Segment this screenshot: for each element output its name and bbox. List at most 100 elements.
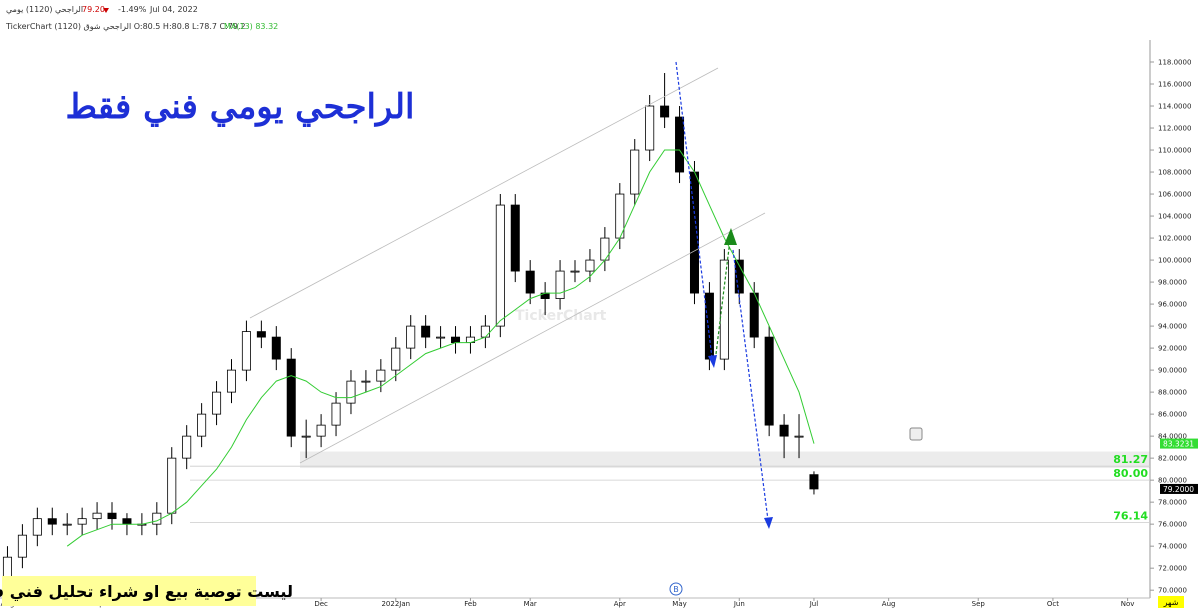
header-change: -1.49% (118, 5, 147, 14)
candle-body (630, 149, 640, 195)
candle-body (660, 105, 670, 118)
candle-body (107, 512, 117, 520)
y-tick-label: 96.0000 (1158, 301, 1187, 309)
candle-body (809, 474, 819, 490)
candle-body (286, 358, 296, 437)
y-tick-label: 70.0000 (1158, 587, 1187, 595)
header-symbol: الراجحي (1120) يومي (6, 5, 83, 14)
y-tick-label: 108.0000 (1158, 169, 1191, 177)
candle-body (256, 331, 266, 338)
y-tick-label: 88.0000 (1158, 389, 1187, 397)
disclaimer-box (2, 576, 256, 606)
candle-body (391, 347, 401, 371)
y-tick-label: 98.0000 (1158, 279, 1187, 287)
y-tick-label: 78.0000 (1158, 499, 1187, 507)
arrow-head (724, 228, 737, 245)
level-label: 76.14 (1113, 510, 1148, 523)
candle-body (197, 413, 207, 437)
y-tick-label: 114.0000 (1158, 103, 1191, 111)
y-tick-label: 84.0000 (1158, 433, 1187, 441)
y-tick-label: 100.0000 (1158, 257, 1191, 265)
candle-body (167, 457, 177, 514)
candle-body (182, 435, 192, 459)
up-arrow (715, 239, 731, 355)
x-tick-label: May (672, 600, 686, 608)
y-tick-label: 116.0000 (1158, 81, 1191, 89)
y-tick-label: 104.0000 (1158, 213, 1191, 221)
b-icon (669, 582, 683, 596)
candle-body (301, 435, 311, 438)
candle-body (495, 204, 505, 327)
price-tag-label: 83.3231 (1163, 440, 1194, 449)
header-ohlc: TickerChart الراجحي شوق (1120) O:80.5 H:… (5, 22, 246, 31)
candle-body (77, 518, 87, 525)
candle-body (47, 518, 57, 525)
candle-body (92, 512, 102, 520)
candle-body (376, 369, 386, 382)
price-tag (1160, 438, 1198, 449)
candle-body (645, 105, 655, 151)
y-tick-label: 112.0000 (1158, 125, 1191, 133)
candle-body (212, 391, 222, 415)
candle-body (451, 336, 461, 344)
x-tick-label: Jun (733, 600, 745, 608)
drawings: B (249, 61, 923, 596)
y-tick-label: 118.0000 (1158, 59, 1191, 67)
title: الراجحي يومي فني فقط (66, 87, 415, 127)
candle-body (2, 556, 12, 580)
arrow-head (764, 517, 773, 529)
thumb-icon (909, 427, 923, 441)
x-tick-label: Feb (464, 600, 477, 608)
down-arrow-2 (732, 249, 769, 521)
y-tick-label: 76.0000 (1158, 521, 1187, 529)
x-tick-label: Jul (809, 600, 819, 608)
y-tick-label: 72.0000 (1158, 565, 1187, 573)
candle-body (271, 336, 281, 360)
candle-body (525, 270, 535, 294)
y-tick-label: 110.0000 (1158, 147, 1191, 155)
candle-body (764, 336, 774, 426)
candle-body (421, 325, 431, 338)
y-tick-label: 82.0000 (1158, 455, 1187, 463)
candle-body (719, 259, 729, 360)
candle-body (734, 259, 744, 294)
y-tick-label: 86.0000 (1158, 411, 1187, 419)
watermark: TickerChart (515, 308, 607, 324)
candle-body (570, 270, 580, 273)
y-tick-label: 74.0000 (1158, 543, 1187, 551)
candle-body (17, 534, 27, 558)
x-tick-label: Aug (882, 600, 896, 608)
candle-body (436, 336, 446, 339)
candle-body (585, 259, 595, 272)
candle-body (152, 512, 162, 525)
candle-body (406, 325, 416, 349)
candle-body (779, 424, 789, 437)
price-tag (1160, 483, 1198, 494)
x-tick-label: Nov (1121, 600, 1135, 608)
disclaimer: ليست توصية بيع او شراء تحليل فني فقط (0, 582, 293, 602)
candle-body (555, 270, 565, 299)
period-box (1158, 596, 1184, 608)
b-icon-text: B (673, 585, 679, 594)
x-tick-label: Mar (524, 600, 537, 608)
candle-body (704, 292, 714, 360)
candle-body (480, 325, 490, 338)
header-last: 79.20 (82, 5, 105, 14)
y-tick-label: 92.0000 (1158, 345, 1187, 353)
channel-upper (249, 67, 719, 319)
down-arrow-icon (103, 8, 109, 13)
x-tick-label: Oct (1047, 600, 1059, 608)
candle-body (689, 171, 699, 294)
level-label: 80.00 (1113, 467, 1148, 480)
candle-body (226, 369, 237, 393)
channel-lower (299, 212, 766, 464)
x-tick-label: 2022Jan (381, 600, 410, 608)
y-tick-label: 106.0000 (1158, 191, 1191, 199)
candle-body (32, 518, 42, 536)
candle-body (794, 435, 804, 438)
candle-body (331, 402, 341, 426)
support-zone (300, 451, 1150, 469)
candle-body (346, 380, 356, 404)
